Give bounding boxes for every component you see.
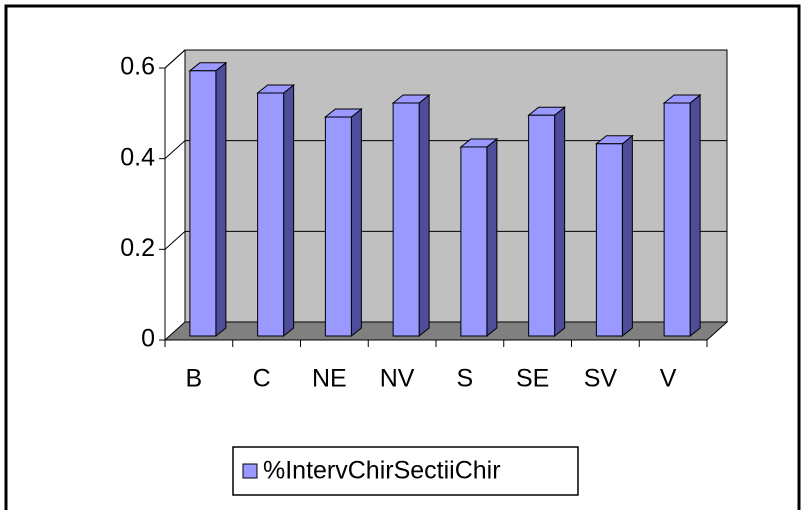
y-tick-label: 0.4 — [120, 143, 155, 171]
side-grid-line — [164, 230, 186, 250]
legend-swatch — [242, 463, 258, 479]
x-tick-label: NE — [312, 365, 347, 393]
bar — [528, 114, 556, 337]
side-grid-line — [164, 49, 186, 69]
bar-side — [554, 106, 566, 338]
y-tick-label: 0.2 — [120, 234, 155, 262]
x-tick-label: S — [457, 365, 474, 393]
bar-side — [350, 107, 362, 338]
bar-side — [486, 137, 498, 338]
bar — [595, 143, 623, 337]
bar — [189, 70, 217, 337]
bar-side — [215, 61, 227, 338]
x-tick-label: NV — [380, 365, 415, 393]
y-tick-label: 0.6 — [120, 53, 155, 81]
x-tick-label: C — [253, 365, 271, 393]
bar — [663, 102, 691, 337]
side-grid-line — [164, 140, 186, 160]
bar-side — [689, 93, 701, 338]
bar-side — [418, 93, 430, 338]
x-tick-label: SE — [516, 365, 549, 393]
x-tick-label: V — [660, 365, 677, 393]
bar — [257, 92, 285, 337]
legend-box — [232, 446, 579, 496]
y-tick-label: 0 — [141, 325, 155, 353]
bar — [460, 146, 488, 337]
bar-side — [621, 134, 633, 338]
x-tick-label: SV — [584, 365, 618, 393]
bar-side — [283, 83, 295, 338]
bar — [392, 102, 420, 337]
x-tick-label: B — [186, 365, 203, 393]
legend: %IntervChirSectiiChir — [232, 446, 579, 496]
floor — [163, 321, 729, 341]
legend-label: %IntervChirSectiiChir — [263, 457, 501, 485]
bar — [324, 116, 352, 337]
